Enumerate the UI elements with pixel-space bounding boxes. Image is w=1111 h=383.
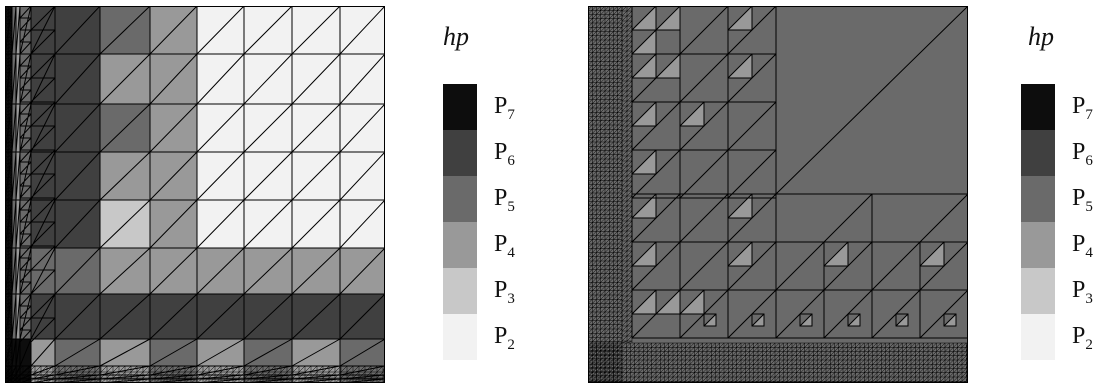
legend-label-p7: P7 [494,93,515,123]
bottom-fine-layer [5,365,385,383]
legend-swatch-p6 [443,130,477,176]
legend-entry-p3: P3 [1021,268,1111,314]
mesh-edges [631,6,968,339]
left-transition-layer [621,6,633,344]
bottom-fine-layer [588,342,968,383]
legend-label-p2: P2 [494,323,515,353]
legend-entry-p5: P5 [1021,176,1111,222]
legend-entry-p6: P6 [1021,130,1111,176]
legend-entry-p2: P2 [1021,314,1111,360]
right-mesh-panel [588,6,968,383]
legend-label-p4: P4 [1072,231,1093,261]
legend-swatch-p2 [1021,314,1055,360]
legend-label-p3: P3 [1072,277,1093,307]
legend-entry-p4: P4 [443,222,563,268]
right-mesh-svg [588,6,968,383]
legend-entry-p6: P6 [443,130,563,176]
left-mesh-svg [5,6,385,383]
legend-swatch-p4 [1021,222,1055,268]
legend-label-p6: P6 [494,139,515,169]
legend-title: hp [443,22,469,51]
legend-swatch-p6 [1021,130,1055,176]
legend-label-p2: P2 [1072,323,1093,353]
legend-entry-p3: P3 [443,268,563,314]
legend-entry-p7: P7 [1021,84,1111,130]
legend-label-p3: P3 [494,277,515,307]
legend-label-p4: P4 [494,231,515,261]
legend-label-p5: P5 [1072,185,1093,215]
legend-swatch-p3 [443,268,477,314]
left-fine-layer [5,6,13,383]
legend-swatch-p4 [443,222,477,268]
legend-entry-p5: P5 [443,176,563,222]
legend-swatch-p5 [1021,176,1055,222]
legend-label-p5: P5 [494,185,515,215]
legend-swatch-p3 [1021,268,1055,314]
legend-title: hp [1028,22,1054,51]
legend-swatch-p5 [443,176,477,222]
legend-label-p6: P6 [1072,139,1093,169]
legend-entry-p4: P4 [1021,222,1111,268]
left-mesh-panel [5,6,385,383]
legend-swatch-p2 [443,314,477,360]
legend-swatch-p7 [443,84,477,130]
legend-swatch-p7 [1021,84,1055,130]
legend-entry-p2: P2 [443,314,563,360]
legend-label-p7: P7 [1072,93,1093,123]
legend-entry-p7: P7 [443,84,563,130]
